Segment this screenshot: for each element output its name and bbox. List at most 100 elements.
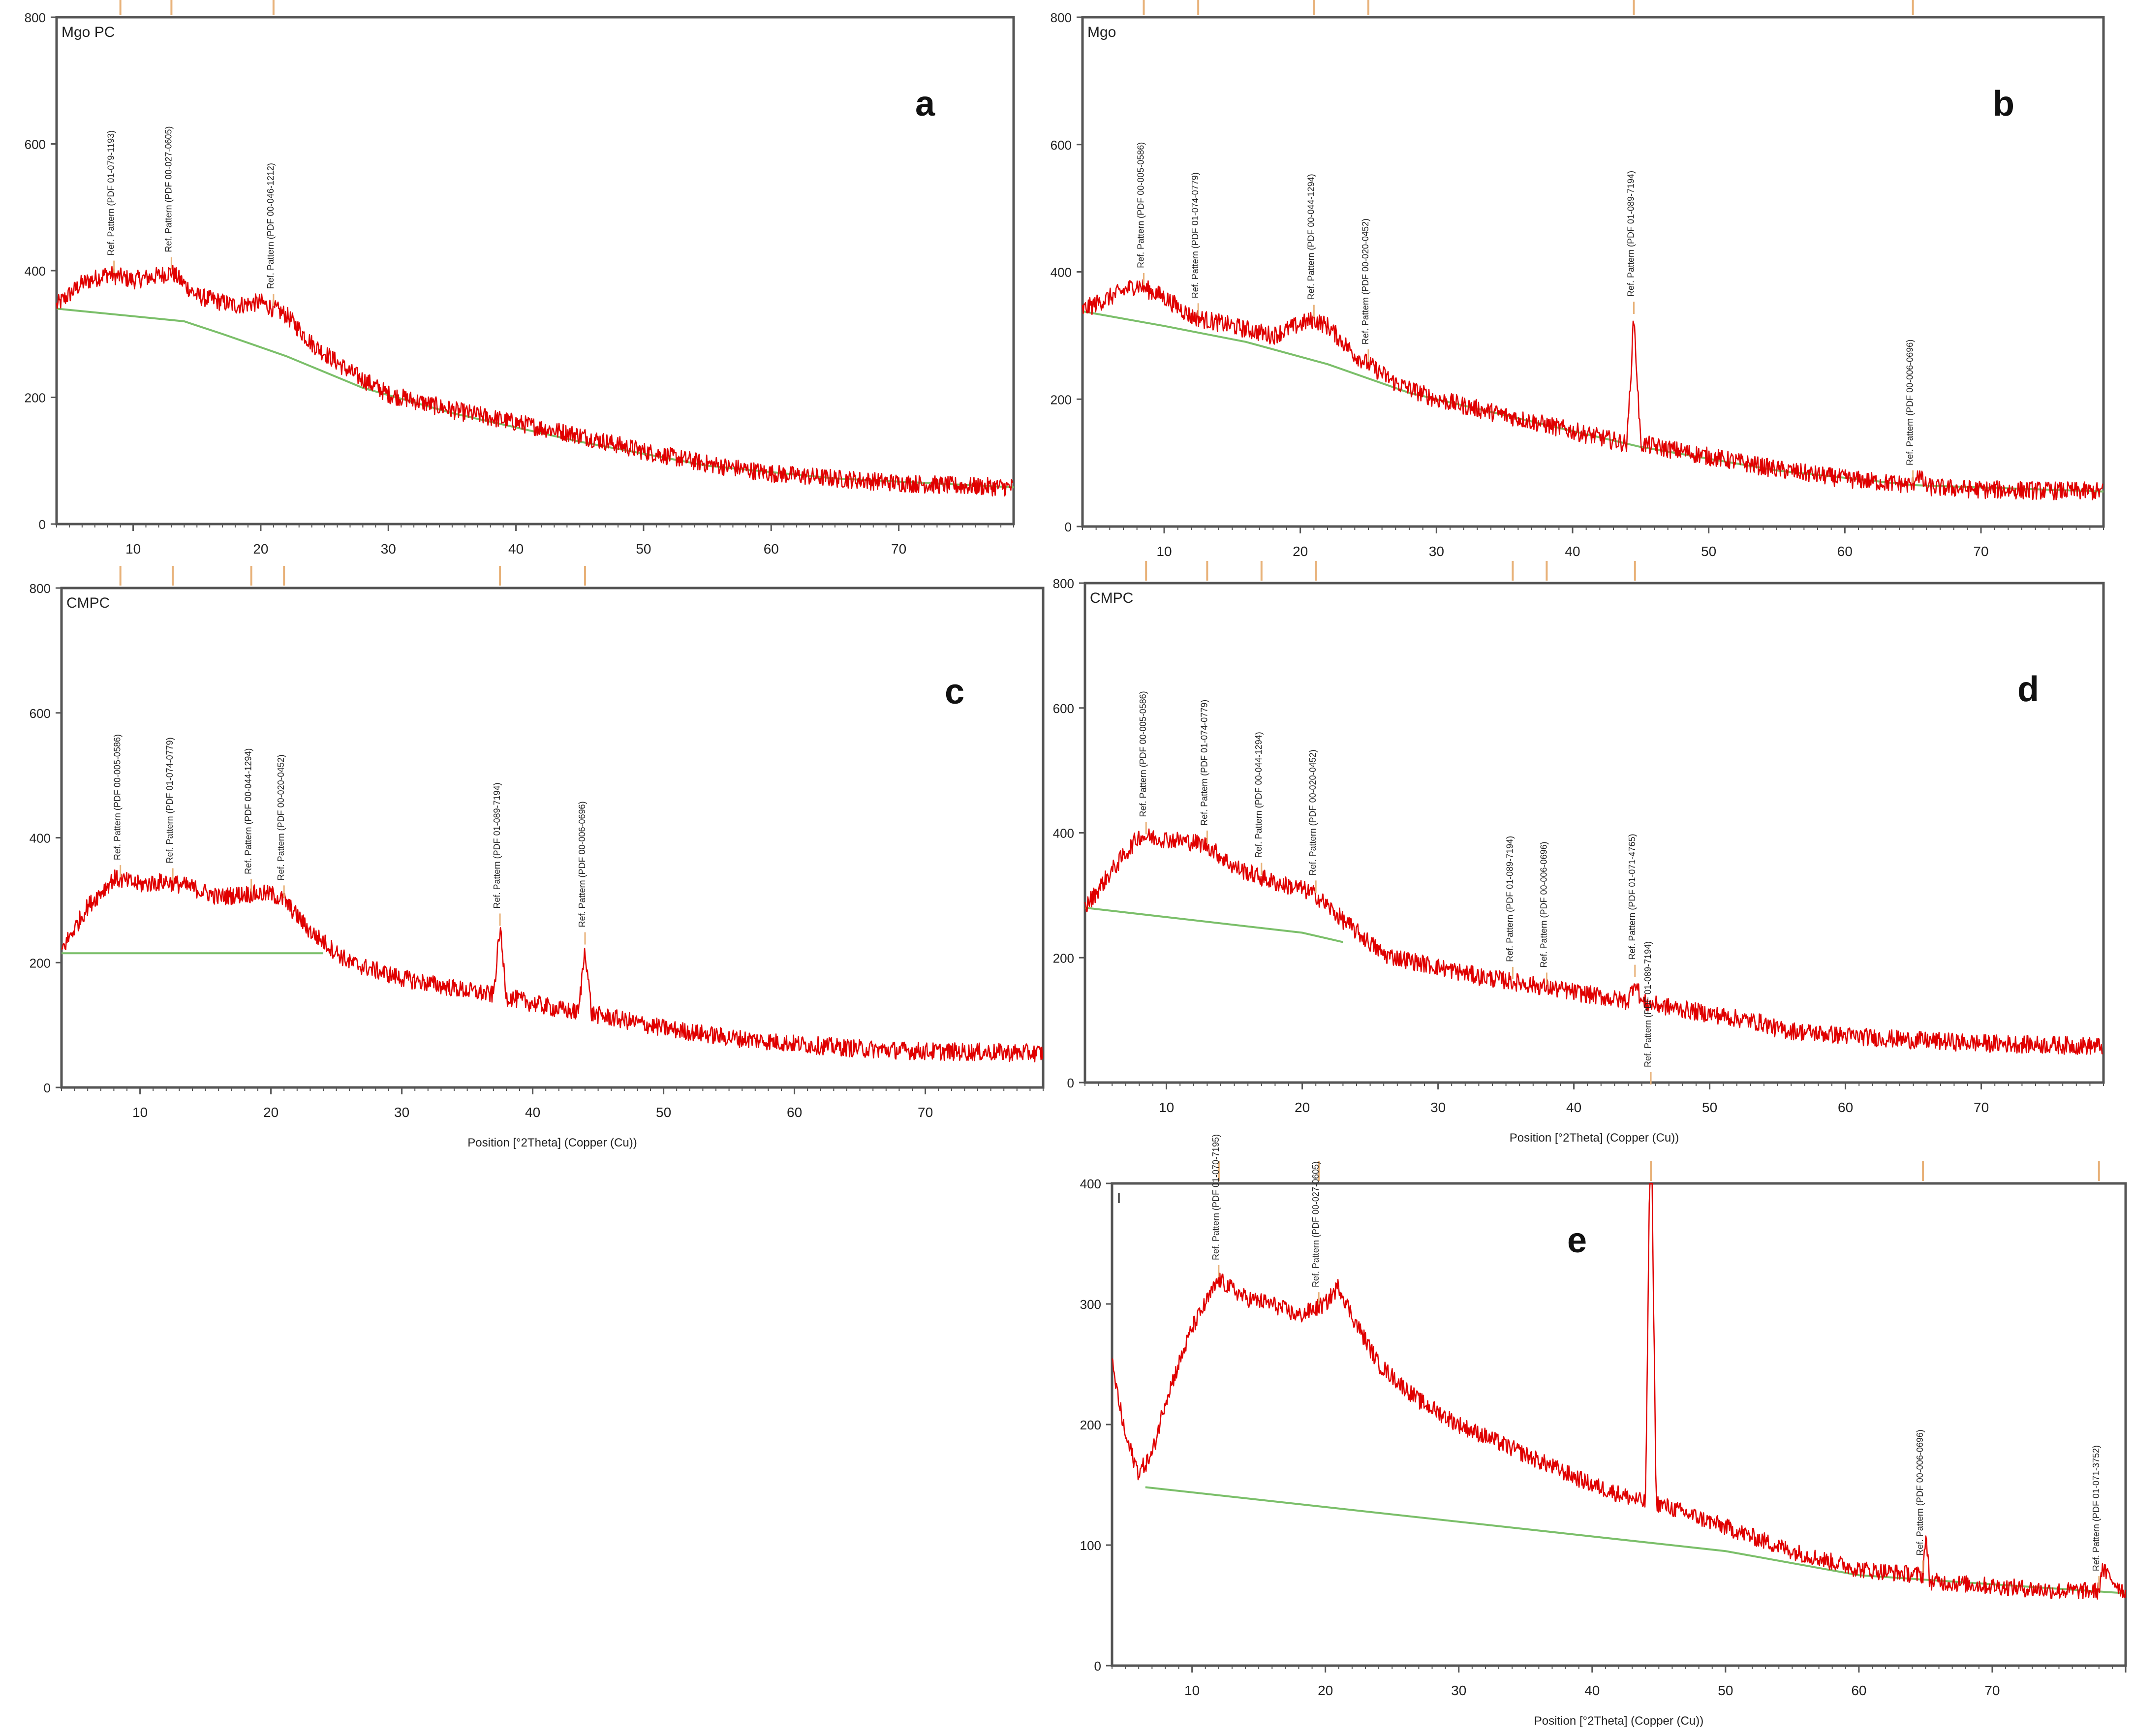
panel-letter: e (1567, 1221, 1587, 1260)
corner-label: I (1117, 1190, 1121, 1207)
x-tick-label: 60 (1851, 1683, 1866, 1698)
panel-e: Ie 0 100 200 300 400 10 20 30 40 50 60 70 Position [°… (1080, 941, 2127, 1728)
x-tick-label: 40 (1565, 544, 1580, 559)
plot-frame (60, 587, 1045, 1089)
x-tick-label: 40 (1584, 1683, 1600, 1698)
y-tick-label: 800 (1053, 576, 1074, 591)
y-tick-label: 800 (25, 10, 46, 25)
y-tick-label: 600 (1053, 701, 1074, 716)
x-tick-label: 10 (1156, 544, 1172, 559)
x-tick-label: 30 (394, 1105, 409, 1120)
peak-reference-label: Ref. Pattern (PDF 01-074-0779) (1190, 172, 1200, 298)
corner-label: Mgo PC (62, 24, 115, 40)
x-axis-label: Position [°2Theta] (Copper (Cu)) (467, 1136, 637, 1149)
x-tick-label: 50 (1702, 1100, 1717, 1115)
peak-reference-label: Ref. Pattern (PDF 01-074-0779) (1199, 700, 1209, 826)
x-tick-label: 10 (132, 1105, 148, 1120)
corner-label: CMPC (1090, 590, 1133, 606)
diffraction-trace (56, 265, 1013, 497)
x-tick-label: 30 (381, 541, 396, 557)
y-tick-label: 600 (1051, 138, 1072, 153)
peak-reference-label: Ref. Pattern (PDF 00-020-0452) (1308, 749, 1318, 875)
panel-b: Mgo b 0 200 400 600 800 10 20 30 40 50 60 70 Ref. Patt… (1051, 0, 2105, 559)
x-tick-label: 70 (918, 1105, 933, 1120)
y-tick-label: 200 (1053, 951, 1074, 965)
peak-reference-label: Ref. Pattern (PDF 00-020-0452) (276, 754, 286, 880)
x-tick-label: 30 (1451, 1683, 1466, 1698)
y-tick-label: 800 (1051, 10, 1072, 25)
x-tick-label: 60 (1837, 544, 1853, 559)
x-tick-label: 20 (1293, 544, 1308, 559)
panel-d: CMPC d 0 200 400 600 800 10 20 30 40 50 60 70 Position… (1053, 561, 2105, 1145)
panel-letter: b (1993, 84, 2014, 124)
plot-frame (1111, 1182, 2127, 1667)
x-tick-label: 60 (1838, 1100, 1853, 1115)
peak-reference-label: Ref. Pattern (PDF 01-089-7194) (492, 782, 502, 908)
peak-reference-label: Ref. Pattern (PDF 01-089-7194) (1505, 836, 1515, 962)
peak-reference-label: Ref. Pattern (PDF 00-044-1294) (244, 748, 253, 874)
peak-reference-label: Ref. Pattern (PDF 01-071-4765) (1627, 834, 1637, 960)
x-tick-label: 40 (525, 1105, 540, 1120)
peak-reference-label: Ref. Pattern (PDF 00-006-0696) (577, 801, 587, 927)
y-tick-label: 0 (1065, 520, 1072, 534)
x-tick-label: 10 (125, 541, 141, 557)
diffraction-trace (1111, 1182, 2127, 1600)
background-baseline (1082, 310, 2104, 493)
peak-reference-label: Ref. Pattern (PDF 00-027-0605) (163, 126, 173, 252)
y-tick-label: 400 (25, 264, 46, 279)
panel-letter: d (2017, 670, 2039, 709)
x-tick-label: 30 (1429, 544, 1444, 559)
peak-reference-label: Ref. Pattern (PDF 00-044-1294) (1254, 732, 1264, 858)
peak-reference-label: Ref. Pattern (PDF 00-005-0586) (1136, 142, 1146, 268)
y-tick-label: 0 (1067, 1076, 1074, 1090)
y-tick-label: 600 (25, 137, 46, 152)
y-tick-label: 300 (1080, 1297, 1101, 1312)
x-tick-label: 20 (1318, 1683, 1333, 1698)
corner-label: Mgo (1087, 24, 1116, 40)
x-tick-label: 60 (787, 1105, 802, 1120)
peak-reference-label: Ref. Pattern (PDF 00-027-0605) (1311, 1161, 1321, 1287)
peak-reference-label: Ref. Pattern (PDF 01-089-7194) (1626, 171, 1636, 297)
y-tick-label: 400 (1053, 826, 1074, 841)
peak-reference-label: Ref. Pattern (PDF 00-020-0452) (1361, 218, 1370, 344)
y-tick-label: 200 (1080, 1418, 1101, 1432)
x-tick-label: 30 (1430, 1100, 1446, 1115)
y-tick-label: 0 (1094, 1659, 1101, 1674)
y-tick-label: 600 (30, 706, 51, 721)
x-tick-label: 40 (508, 541, 524, 557)
y-tick-label: 0 (39, 517, 46, 532)
peak-reference-label: Ref. Pattern (PDF 00-005-0586) (113, 734, 123, 860)
x-tick-label: 60 (764, 541, 779, 557)
background-baseline (1084, 906, 1343, 943)
y-tick-label: 200 (1051, 392, 1072, 407)
peak-reference-label: Ref. Pattern (PDF 00-006-0696) (1539, 841, 1548, 967)
x-tick-label: 70 (1974, 1100, 1989, 1115)
peak-reference-label: Ref. Pattern (PDF 01-074-0779) (165, 737, 175, 863)
peak-reference-label: Ref. Pattern (PDF 00-046-1212) (266, 163, 276, 289)
x-tick-label: 40 (1566, 1100, 1581, 1115)
peak-reference-label: Ref. Pattern (PDF 01-089-7194) (1643, 941, 1653, 1067)
y-tick-label: 400 (1051, 265, 1072, 280)
y-tick-label: 200 (30, 956, 51, 970)
diffraction-trace (1082, 279, 2103, 500)
peak-reference-label: Ref. Pattern (PDF 00-006-0696) (1915, 1429, 1925, 1555)
panel-c: CMPC c 0 200 400 600 800 10 20 30 40 50 60 70 Position… (30, 566, 1045, 1149)
corner-label: CMPC (66, 595, 110, 611)
diffraction-trace (61, 869, 1043, 1063)
panel-letter: c (945, 672, 964, 712)
x-axis-label: Position [°2Theta] (Copper (Cu)) (1510, 1131, 1679, 1145)
y-tick-label: 800 (30, 581, 51, 596)
y-tick-label: 100 (1080, 1538, 1101, 1553)
y-tick-label: 400 (1080, 1177, 1101, 1191)
plot-frame (1081, 16, 2105, 528)
plot-frame (1083, 582, 2105, 1084)
x-tick-label: 50 (636, 541, 651, 557)
y-tick-label: 200 (25, 391, 46, 405)
x-tick-label: 50 (656, 1105, 671, 1120)
x-tick-label: 70 (1973, 544, 1988, 559)
x-tick-label: 50 (1701, 544, 1716, 559)
x-tick-label: 20 (263, 1105, 278, 1120)
y-tick-label: 0 (44, 1081, 51, 1095)
x-tick-label: 70 (891, 541, 906, 557)
